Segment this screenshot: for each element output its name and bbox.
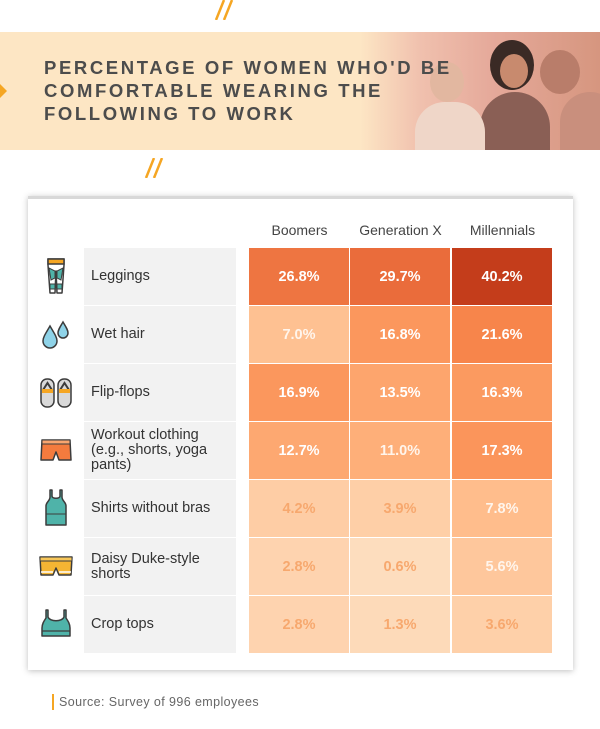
heatmap-cell: 4.2%	[249, 480, 349, 537]
heatmap-cell: 7.0%	[249, 306, 349, 363]
workout-shorts-icon	[38, 430, 74, 470]
heatmap-cell: 1.3%	[350, 596, 450, 653]
decorative-slash-bottom	[144, 158, 164, 178]
heatmap-cell: 0.6%	[350, 538, 450, 595]
heatmap-cell: 3.6%	[452, 596, 552, 653]
leggings-icon	[38, 256, 74, 296]
heatmap-cell: 11.0%	[350, 422, 450, 479]
heatmap-cell: 2.8%	[249, 538, 349, 595]
row-label: Workout clothing (e.g., shorts, yoga pan…	[91, 427, 208, 473]
heatmap-cell: 26.8%	[249, 248, 349, 305]
row-label-box: Shirts without bras	[84, 480, 236, 537]
row-label: Daisy Duke-style shorts	[91, 550, 200, 582]
heatmap-cell: 16.8%	[350, 306, 450, 363]
source-note: Source: Survey of 996 employees	[52, 694, 259, 710]
crop-top-icon	[38, 604, 74, 644]
row-label-box: Daisy Duke-style shorts	[84, 538, 236, 595]
heatmap-cell: 21.6%	[452, 306, 552, 363]
column-header-millennials: Millennials	[469, 222, 536, 238]
decorative-slash-top	[214, 0, 234, 20]
heatmap-cell: 16.9%	[249, 364, 349, 421]
header-banner: PERCENTAGE OF WOMEN WHO'D BE COMFORTABLE…	[0, 32, 600, 150]
heatmap-cell: 13.5%	[350, 364, 450, 421]
heatmap-cell: 40.2%	[452, 248, 552, 305]
row-label: Shirts without bras	[91, 500, 211, 516]
denim-shorts-icon	[38, 546, 74, 586]
row-label: Leggings	[91, 268, 150, 284]
heatmap-cell: 3.9%	[350, 480, 450, 537]
tank-top-icon	[38, 488, 74, 528]
heatmap-cell: 7.8%	[452, 480, 552, 537]
row-label: Crop tops	[91, 616, 154, 632]
row-label-box: Flip-flops	[84, 364, 236, 421]
row-label-box: Wet hair	[84, 306, 236, 363]
header-arrow-marker	[0, 84, 7, 98]
row-label-box: Leggings	[84, 248, 236, 305]
heatmap-card: Boomers Generation X Millennials Legging…	[28, 196, 573, 670]
heatmap-cell: 2.8%	[249, 596, 349, 653]
heatmap-cell: 16.3%	[452, 364, 552, 421]
row-label: Wet hair	[91, 326, 145, 342]
row-label-box: Workout clothing (e.g., shorts, yoga pan…	[84, 422, 236, 479]
row-label: Flip-flops	[91, 384, 150, 400]
heatmap-cell: 5.6%	[452, 538, 552, 595]
column-header-boomers: Boomers	[271, 222, 328, 238]
row-label-box: Crop tops	[84, 596, 236, 653]
heatmap-cell: 17.3%	[452, 422, 552, 479]
water-drops-icon	[38, 314, 74, 354]
column-header-generation-x: Generation X	[359, 222, 442, 238]
heatmap-cell: 29.7%	[350, 248, 450, 305]
page-title: PERCENTAGE OF WOMEN WHO'D BE COMFORTABLE…	[44, 57, 452, 124]
heatmap-cell: 12.7%	[249, 422, 349, 479]
header-photo	[360, 32, 600, 150]
flip-flops-icon	[38, 372, 74, 412]
